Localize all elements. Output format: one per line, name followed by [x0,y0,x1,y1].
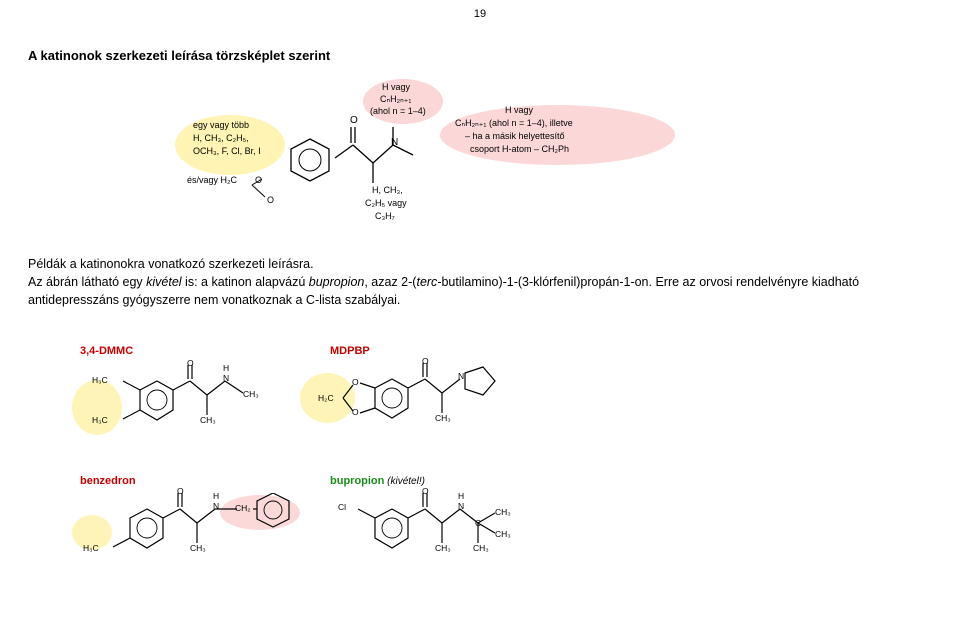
bup-n: N [458,501,464,511]
mdpbp-o1: O [352,377,359,387]
bupropion-name: bupropion [330,475,384,487]
bup-c: C [475,518,481,528]
bottom-sub-line3: C₃H₇ [375,211,395,222]
label-benzedron: benzedron [80,475,136,487]
bup-ch3-1: CH₃ [435,543,451,553]
bup-h: H [458,491,464,501]
label-bupropion: bupropion (kivétel!) [330,475,425,487]
label-dmmc: 3,4-DMMC [80,345,133,357]
dmmc-ch3-n: CH₃ [243,389,259,399]
mdpbp-o-carbonyl: O [422,356,429,366]
para-t1: Példák a katinonokra vonatkozó szerkezet… [28,257,314,271]
right-sub-line4: csoport H-atom – CH₂Ph [470,144,569,155]
para-t3: kivétel [146,275,181,289]
page-title: A katinonok szerkezeti leírása törzsképl… [28,48,330,63]
bottom-sub-line2: C₂H₅ vagy [365,198,407,209]
benz-h3c: H₃C [83,543,99,553]
mdpbp-ch3: CH₃ [435,413,451,423]
top-sub-line1: H vagy [382,82,410,93]
bup-ch3-4: CH₃ [495,529,511,539]
example-molecules: 3,4-DMMC H₃C H₃C O N H CH₃ CH₃ MDPBP O [80,345,600,605]
para-t7: terc [416,275,437,289]
dmmc-h3c-bot: H₃C [92,415,108,425]
para-t4: is: a katinon alapvázú [182,275,309,289]
para-t2: Az ábrán látható egy [28,275,146,289]
bupropion-kivetel: (kivétel!) [384,476,425,487]
mdpbp-o2: O [352,407,359,417]
benzedron-structure [85,493,305,583]
left-sub-andor: és/vagy H₂C [187,175,237,186]
page-number: 19 [474,8,486,20]
description-paragraph: Példák a katinonokra vonatkozó szerkezet… [28,255,933,309]
benzene-ring-icon [285,135,335,185]
mdpbp-h2c: H₂C [318,393,334,403]
bup-ch3-3: CH₃ [495,507,511,517]
benz-ch2: CH₂ [235,503,251,513]
n-atom: N [391,137,398,150]
mdpbp-n: N [458,371,464,381]
dmmc-structure [85,365,260,455]
benz-ch3: CH₃ [190,543,206,553]
benz-o: O [177,486,184,496]
bup-cl: Cl [338,502,346,512]
bup-o: O [422,486,429,496]
left-sub-line3: OCH₃, F, Cl, Br, I [193,146,261,157]
dmmc-n: N [223,373,229,383]
label-mdpbp: MDPBP [330,345,370,357]
para-t5: bupropion [309,275,365,289]
right-sub-line3: – ha a másik helyettesítő [465,131,565,142]
dmmc-o: O [187,358,194,368]
top-sub-line2: CₙH₂ₙ₊₁ [380,94,411,105]
benz-n: N [213,501,219,511]
right-sub-line2: CₙH₂ₙ₊₁ (ahol n = 1–4), illetve [455,118,573,129]
main-structure-diagram: egy vagy több H, CH₃, C₂H₅, OCH₃, F, Cl,… [175,85,695,235]
top-sub-line3: (ahol n = 1–4) [370,106,426,117]
left-sub-line2: H, CH₃, C₂H₅, [193,133,249,144]
dmmc-h3c-top: H₃C [92,375,108,385]
right-sub-line1: H vagy [505,105,533,116]
benz-h: H [213,491,219,501]
mdpbp-structure [305,363,505,453]
left-sub-line1: egy vagy több [193,120,249,131]
bup-ch3-2: CH₃ [473,543,489,553]
dmmc-ch3-c: CH₃ [200,415,216,425]
dioxole-bond [250,177,280,205]
para-t6: , azaz 2-( [364,275,416,289]
bottom-sub-line1: H, CH₃, [372,185,403,196]
dmmc-h: H [223,363,229,373]
